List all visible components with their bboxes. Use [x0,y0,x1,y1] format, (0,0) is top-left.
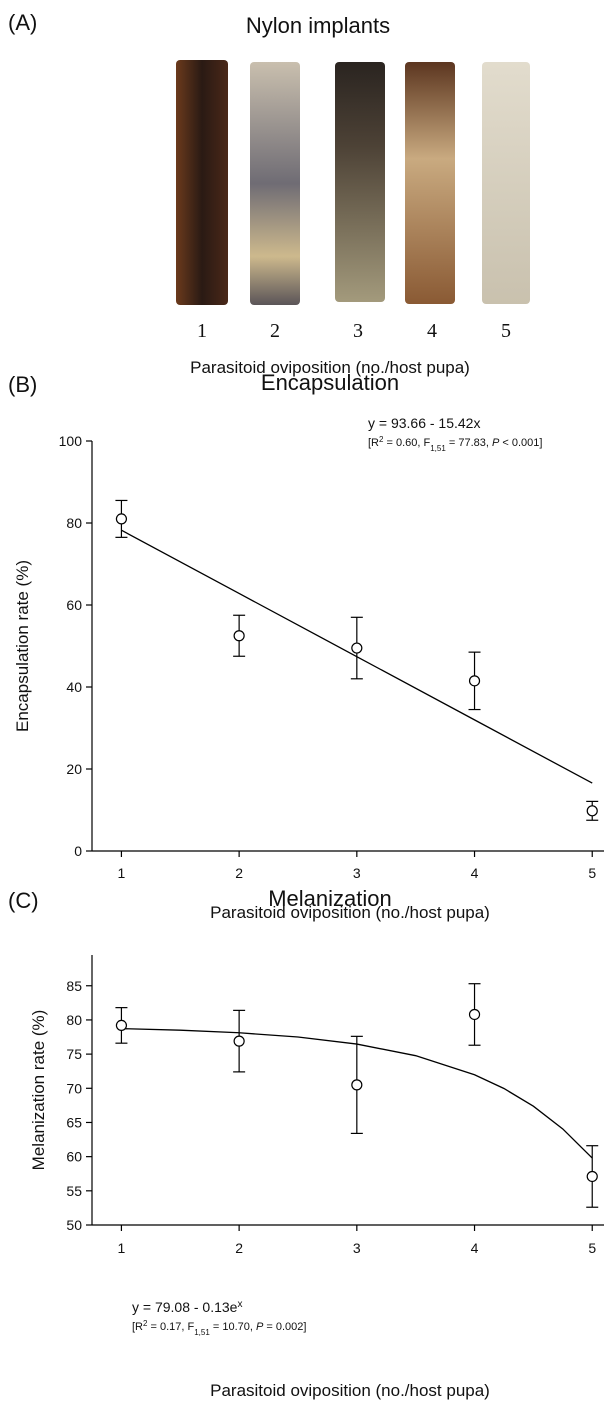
data-point [351,1079,363,1091]
implant-label: 2 [270,320,280,342]
y-tick-label: 75 [66,1046,82,1062]
fit-equation: y = 79.08 - 0.13ex [132,1299,242,1316]
statistics-part: P [256,1321,264,1333]
panel-tag: (C) [8,888,39,913]
x-tick-label: 1 [118,1240,126,1256]
x-tick-label: 1 [118,865,126,881]
x-tick-label: 2 [235,1240,243,1256]
x-axis-label: Parasitoid oviposition (no./host pupa) [210,1381,490,1400]
y-tick-label: 55 [66,1183,82,1199]
statistics-part: 1,51 [430,444,446,453]
statistics-part: = 0.17, F [147,1321,194,1333]
data-point [233,630,245,642]
y-tick-label: 20 [66,761,82,777]
y-tick-label: 60 [66,1149,82,1165]
statistics-part: = 10.70, [210,1321,256,1333]
y-tick-label: 65 [66,1114,82,1130]
y-tick-label: 85 [66,978,82,994]
data-point [586,1170,598,1183]
y-tick-label: 0 [74,843,82,859]
fit-line [121,1027,593,1159]
y-axis-label: Melanization rate (%) [29,1010,48,1171]
y-tick-label: 60 [66,597,82,613]
y-tick-label: 50 [66,1217,82,1233]
x-tick-label: 4 [471,1240,479,1256]
data-point [468,675,481,687]
implant-label: 5 [501,320,511,342]
statistics-part: [R [368,437,379,449]
implant-label: 1 [197,320,207,342]
x-tick-label: 5 [588,865,596,881]
fit-statistics: [R2 = 0.17, F1,51 = 10.70, P = 0.002] [132,1319,306,1337]
y-tick-label: 100 [59,433,83,449]
implant [176,60,228,305]
data-point [586,805,598,817]
statistics-part: = 77.83, [446,437,492,449]
equation-part: y = 79.08 - 0.13e [132,1299,238,1315]
y-tick-label: 40 [66,679,82,695]
fit-statistics: [R2 = 0.60, F1,51 = 77.83, P < 0.001] [368,435,542,453]
equation-part: y = 93.66 - 15.42x [368,415,480,431]
data-point [468,1008,481,1021]
panel-title: Nylon implants [246,13,390,38]
implant-label: 4 [427,320,437,342]
y-tick-label: 80 [66,1012,82,1028]
statistics-part: P [492,437,500,449]
statistics-part: 1,51 [194,1328,210,1337]
panel-xlabel: Parasitoid oviposition (no./host pupa) [190,358,470,377]
x-tick-label: 3 [353,865,361,881]
x-tick-label: 5 [588,1240,596,1256]
implant [250,62,300,305]
data-point [351,642,363,654]
statistics-part: 2 [143,1319,148,1328]
y-axis-label: Encapsulation rate (%) [13,560,32,732]
chart-title: Encapsulation [261,370,399,395]
statistics-part: = 0.002] [263,1321,306,1333]
data-point [115,1019,128,1032]
statistics-part: = 0.60, F [383,437,430,449]
y-tick-label: 80 [66,515,82,531]
implant [405,62,455,304]
statistics-part: 2 [379,435,384,444]
fit-equation: y = 93.66 - 15.42x [368,415,480,431]
panel-tag: (B) [8,372,37,397]
data-point [115,513,128,525]
x-tick-label: 4 [471,865,479,881]
chart-title: Melanization [268,886,392,911]
equation-part: x [237,1299,242,1310]
data-point [233,1035,245,1047]
implant [335,62,385,302]
x-tick-label: 3 [353,1240,361,1256]
panel-tag: (A) [8,10,37,35]
implant [482,62,530,304]
x-axis-label: Parasitoid oviposition (no./host pupa) [210,903,490,922]
statistics-part: [R [132,1321,143,1333]
y-tick-label: 70 [66,1080,82,1096]
implant-label: 3 [353,320,363,342]
x-tick-label: 2 [235,865,243,881]
statistics-part: < 0.001] [499,437,542,449]
